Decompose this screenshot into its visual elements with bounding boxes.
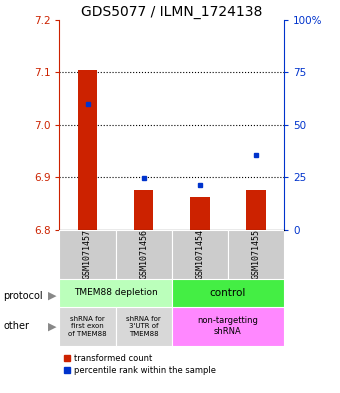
Text: GSM1071456: GSM1071456 [139,230,148,279]
Bar [134,191,153,230]
Bar [172,307,284,346]
Bar [116,230,172,279]
Text: ▶: ▶ [49,321,57,331]
Title: GDS5077 / ILMN_1724138: GDS5077 / ILMN_1724138 [81,5,262,18]
Text: ▶: ▶ [49,290,57,301]
Text: non-targetting
shRNA: non-targetting shRNA [197,316,258,336]
Text: GSM1071457: GSM1071457 [83,230,92,279]
Bar [172,230,228,279]
Bar [78,70,97,230]
Text: GSM1071454: GSM1071454 [195,230,204,279]
Legend: transformed count, percentile rank within the sample: transformed count, percentile rank withi… [64,354,217,375]
Bar [172,279,284,307]
Text: control: control [210,288,246,298]
Bar [116,307,172,346]
Text: shRNA for
first exon
of TMEM88: shRNA for first exon of TMEM88 [68,316,107,337]
Bar [59,279,172,307]
Bar [59,307,116,346]
Bar [59,230,116,279]
Bar [246,191,266,230]
Bar [190,197,209,230]
Text: protocol: protocol [3,290,43,301]
Text: GSM1071455: GSM1071455 [251,230,260,279]
Text: shRNA for
3'UTR of
TMEM88: shRNA for 3'UTR of TMEM88 [126,316,161,337]
Text: other: other [3,321,29,331]
Bar [228,230,284,279]
Text: TMEM88 depletion: TMEM88 depletion [74,288,157,297]
